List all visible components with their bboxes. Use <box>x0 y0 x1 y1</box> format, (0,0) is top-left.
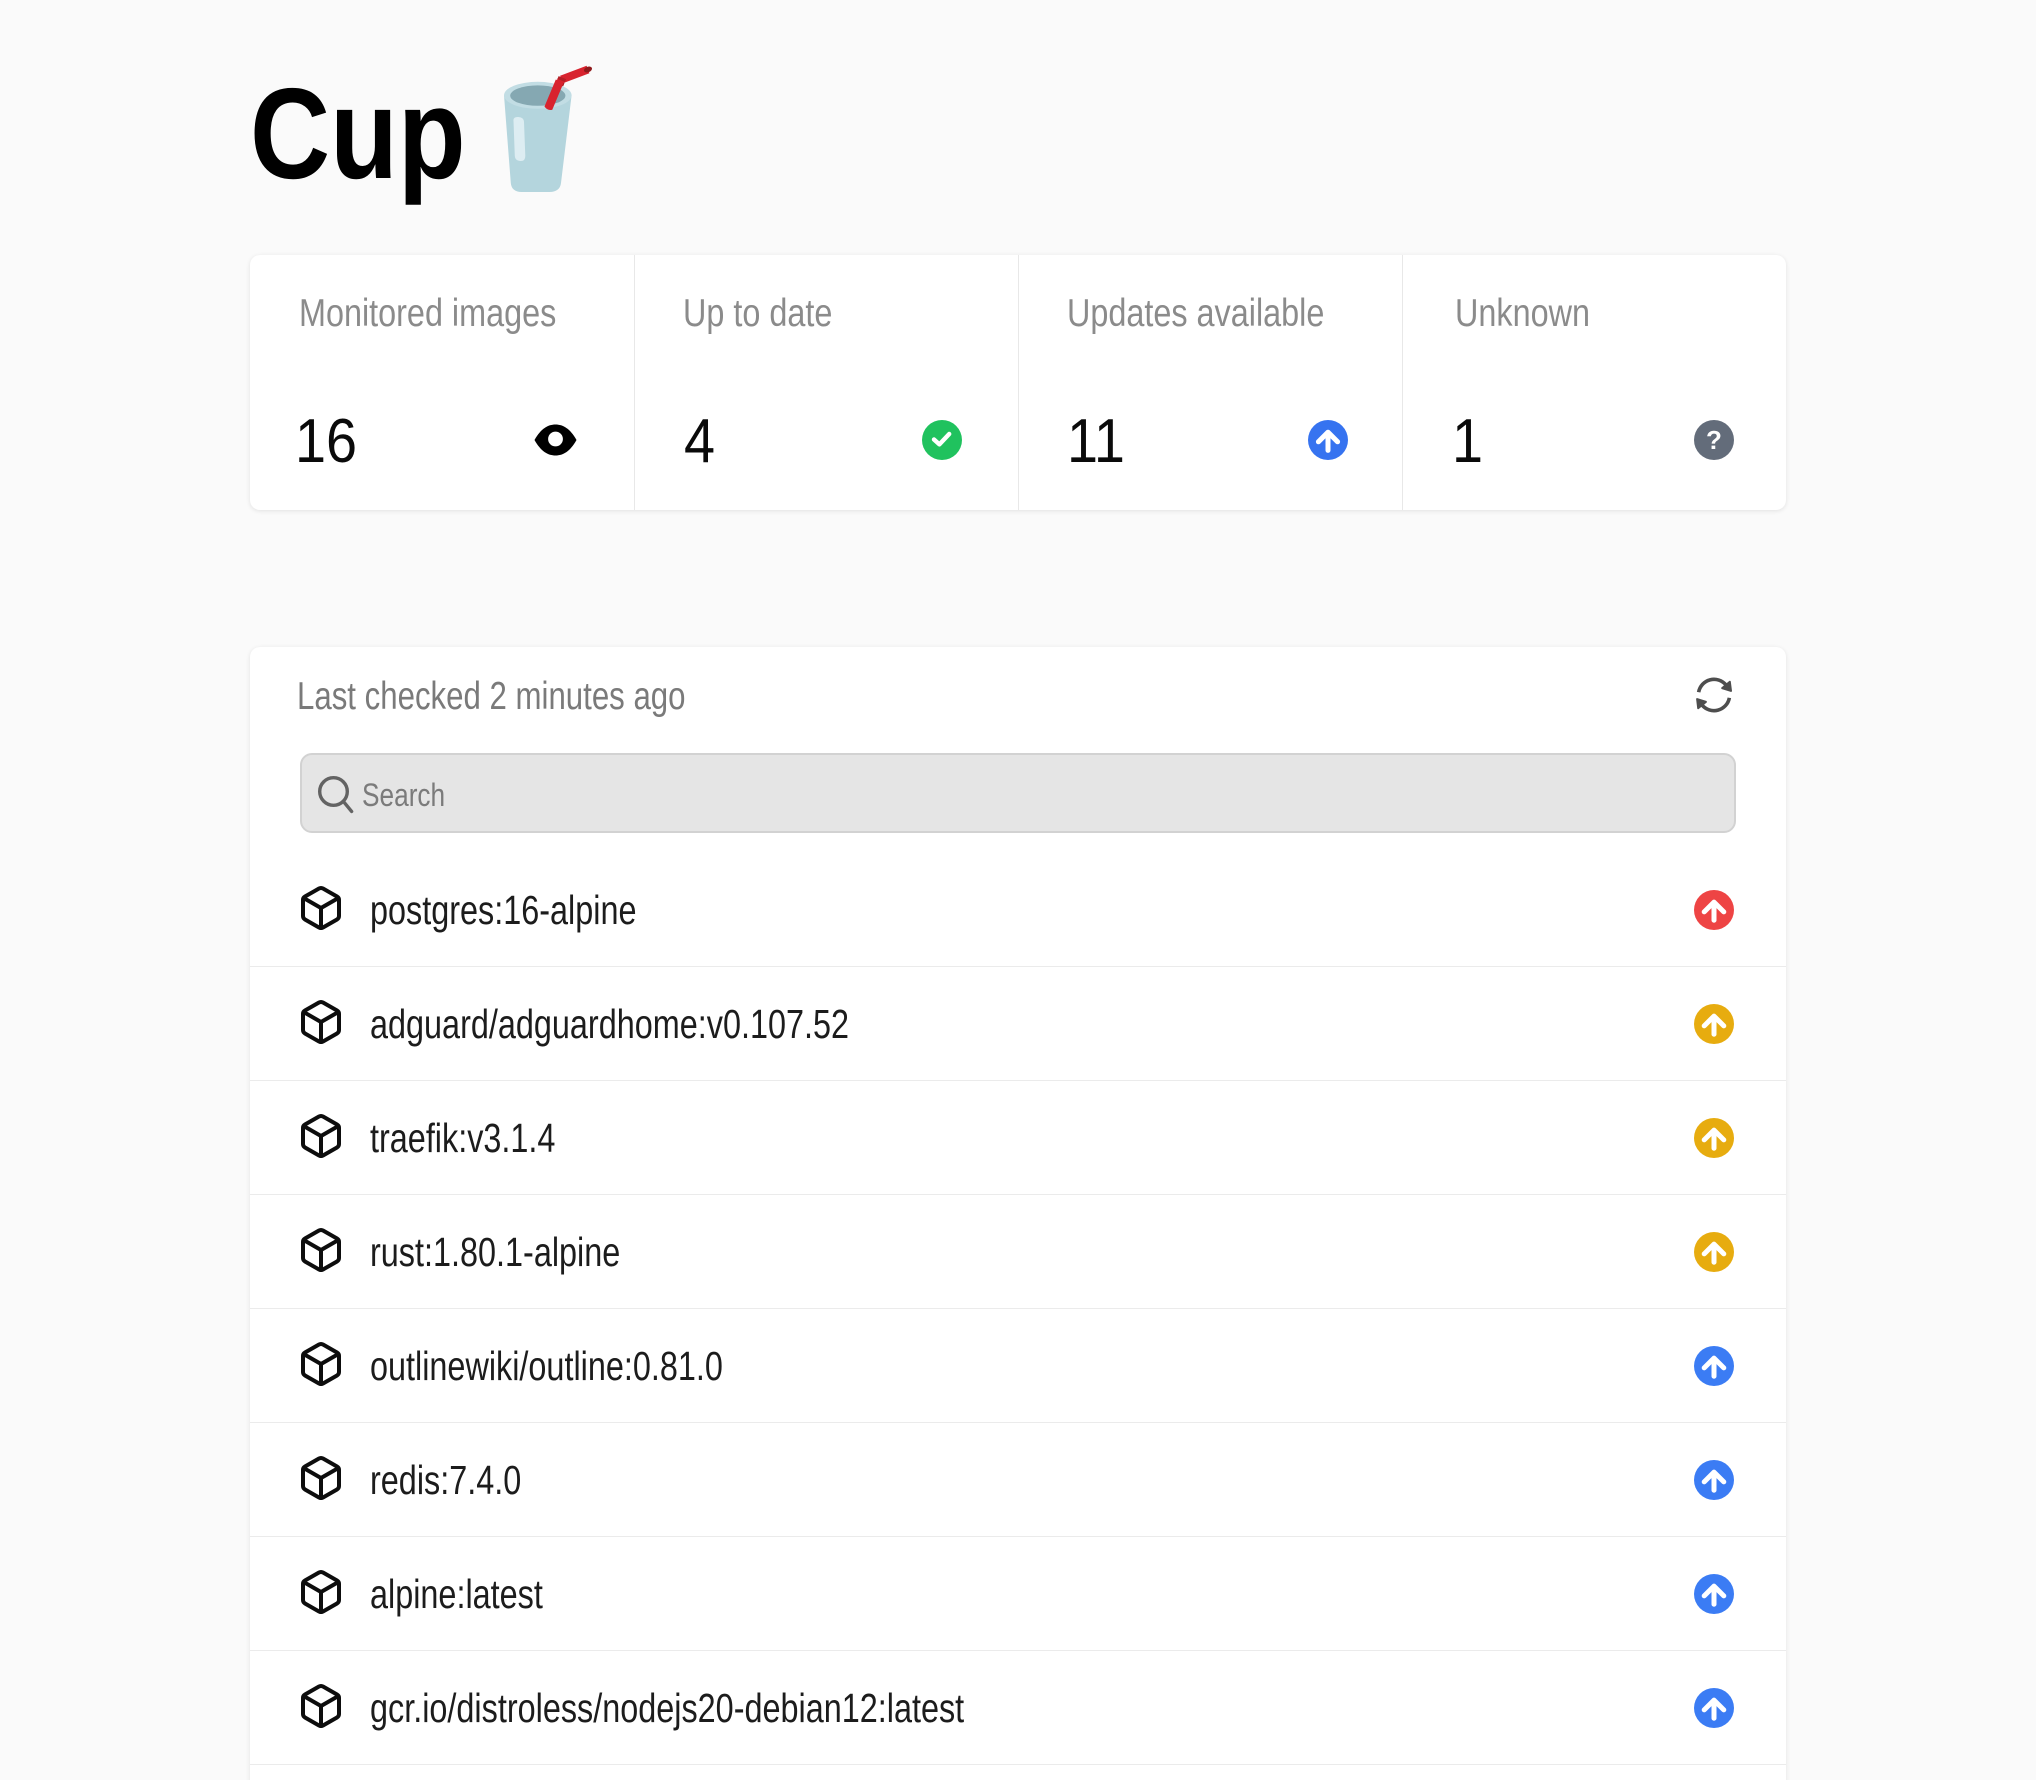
svg-text:?: ? <box>1706 425 1722 455</box>
